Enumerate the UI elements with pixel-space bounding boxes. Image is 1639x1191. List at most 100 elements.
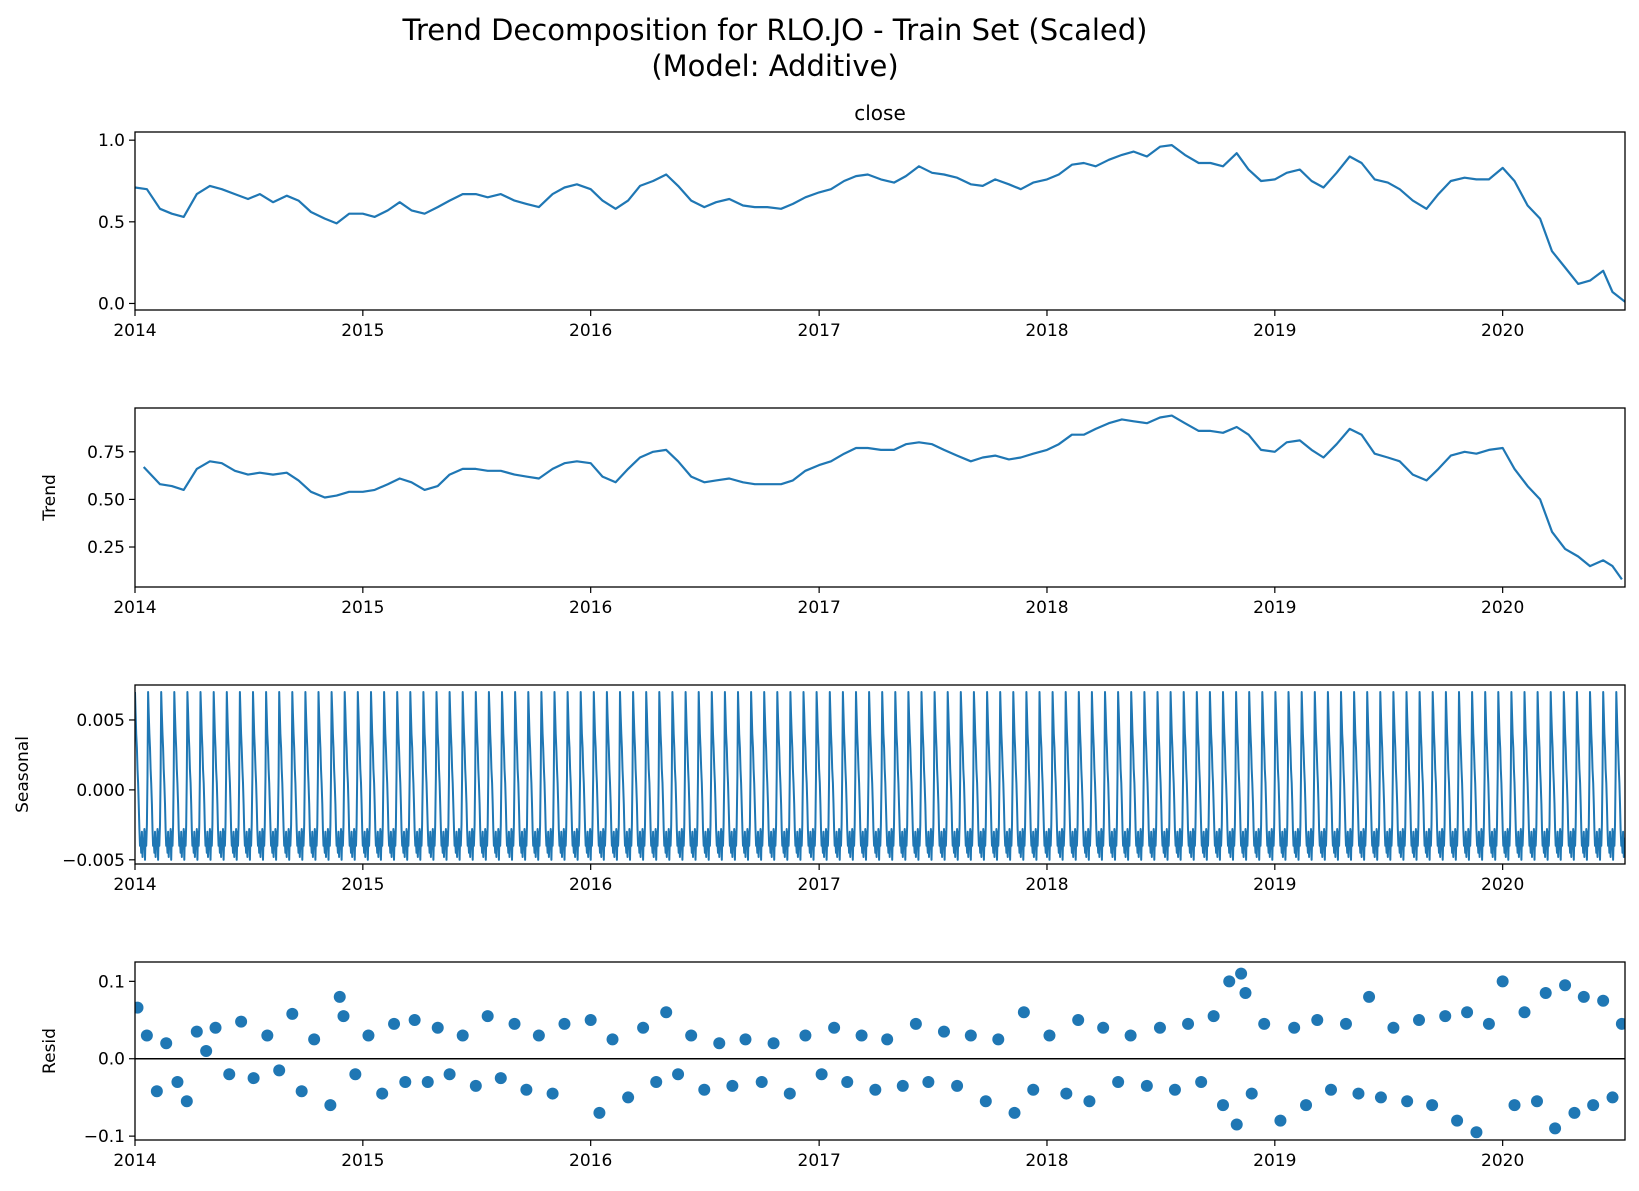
x-tick-label: 2018 — [1025, 875, 1068, 895]
resid-point — [508, 1017, 521, 1030]
resid-point — [481, 1010, 494, 1023]
resid-point — [685, 1029, 698, 1042]
axes-frame — [134, 684, 1626, 865]
resid-point — [937, 1025, 950, 1038]
resid-point — [1027, 1083, 1040, 1096]
y-tick-label: 1.0 — [98, 131, 125, 151]
resid-point — [209, 1021, 222, 1034]
subplot-3: −0.005 0.000 0.005 2014 2015 2016 2017 2018 2019… — [13, 684, 1626, 895]
resid-point — [261, 1029, 274, 1042]
x-tick-label: 2016 — [569, 321, 612, 341]
subplot-2: 0.25 0.50 0.75 2014 2015 2016 2017 2018 2019 2020… — [40, 407, 1626, 618]
figure-title-line2: (Model: Additive) — [651, 49, 899, 83]
resid-point — [171, 1075, 184, 1088]
x-tick-label: 2015 — [341, 875, 384, 895]
resid-point — [1518, 1006, 1531, 1019]
x-tick-label: 2014 — [113, 1151, 156, 1171]
resid-point — [160, 1037, 173, 1050]
x-tick-label: 2018 — [1025, 321, 1068, 341]
resid-point — [1153, 1021, 1166, 1034]
x-tick-label: 2020 — [1481, 1151, 1524, 1171]
resid-point — [637, 1021, 650, 1034]
subplot-4: −0.1 0.0 0.1 2014 2015 2016 2017 2018 2019 2020 Re… — [40, 961, 1626, 1171]
resid-point — [992, 1033, 1005, 1046]
resid-point — [1235, 967, 1248, 980]
resid-point — [1097, 1021, 1110, 1034]
resid-point — [1559, 979, 1572, 992]
resid-point — [399, 1075, 412, 1088]
resid-point — [376, 1087, 389, 1100]
resid-point — [896, 1079, 909, 1092]
resid-point — [726, 1079, 739, 1092]
resid-point — [1060, 1087, 1073, 1100]
resid-point — [1140, 1079, 1153, 1092]
x-tick-label: 2019 — [1253, 598, 1296, 618]
resid-point — [443, 1068, 456, 1081]
resid-point — [1072, 1014, 1085, 1027]
y-tick-label: 0.0 — [98, 1050, 125, 1070]
resid-point — [1017, 1006, 1030, 1019]
x-tick-label: 2015 — [341, 598, 384, 618]
resid-point — [431, 1021, 444, 1034]
x-tick-label: 2014 — [113, 875, 156, 895]
resid-point — [606, 1033, 619, 1046]
resid-point — [421, 1075, 434, 1088]
resid-point — [324, 1099, 337, 1112]
resid-point — [1587, 1099, 1600, 1112]
resid-point — [869, 1083, 882, 1096]
resid-point — [1461, 1006, 1474, 1019]
resid-point — [1300, 1099, 1313, 1112]
x-tick-label: 2016 — [569, 875, 612, 895]
resid-point — [739, 1033, 752, 1046]
resid-point — [593, 1106, 606, 1119]
close-series-line — [135, 144, 1625, 303]
resid-point — [951, 1079, 964, 1092]
y-tick-label: 0.50 — [87, 490, 125, 510]
resid-point — [190, 1025, 203, 1038]
resid-point — [672, 1068, 685, 1081]
resid-point — [494, 1072, 507, 1085]
resid-point — [1482, 1017, 1495, 1030]
resid-point — [456, 1029, 469, 1042]
plot-area — [135, 967, 1625, 1139]
resid-point — [349, 1068, 362, 1081]
resid-point — [799, 1029, 812, 1042]
resid-point — [1124, 1029, 1137, 1042]
x-tick-label: 2019 — [1253, 321, 1296, 341]
x-tick-label: 2016 — [569, 1151, 612, 1171]
axes-frame — [134, 407, 1626, 588]
resid-point — [223, 1068, 236, 1081]
resid-point — [520, 1083, 533, 1096]
x-tick-label: 2017 — [798, 1151, 841, 1171]
resid-point — [1230, 1118, 1243, 1131]
resid-point — [767, 1037, 780, 1050]
resid-point — [828, 1021, 841, 1034]
resid-point — [1352, 1087, 1365, 1100]
resid-point — [1568, 1106, 1581, 1119]
resid-point — [841, 1075, 854, 1088]
axes-frame — [134, 131, 1626, 311]
resid-point — [909, 1017, 922, 1030]
resid-point — [308, 1033, 321, 1046]
resid-point — [1258, 1017, 1271, 1030]
resid-point — [713, 1037, 726, 1050]
resid-point — [1496, 975, 1509, 988]
resid-point — [815, 1068, 828, 1081]
resid-point — [1168, 1083, 1181, 1096]
y-axis-label: Trend — [40, 474, 60, 522]
resid-point — [979, 1095, 992, 1108]
resid-point — [1195, 1075, 1208, 1088]
trend-series-line — [142, 414, 1623, 581]
x-tick-label: 2018 — [1025, 598, 1068, 618]
resid-point — [1288, 1021, 1301, 1034]
plot-area — [135, 691, 1625, 861]
resid-point — [622, 1091, 635, 1104]
figure-title-line1: Trend Decomposition for RLO.JO - Train S… — [402, 13, 1148, 47]
resid-point — [964, 1029, 977, 1042]
y-tick-label: 0.0 — [98, 294, 125, 314]
resid-point — [469, 1079, 482, 1092]
resid-point — [1207, 1010, 1220, 1023]
x-tick-label: 2017 — [798, 321, 841, 341]
resid-point — [1577, 990, 1590, 1003]
